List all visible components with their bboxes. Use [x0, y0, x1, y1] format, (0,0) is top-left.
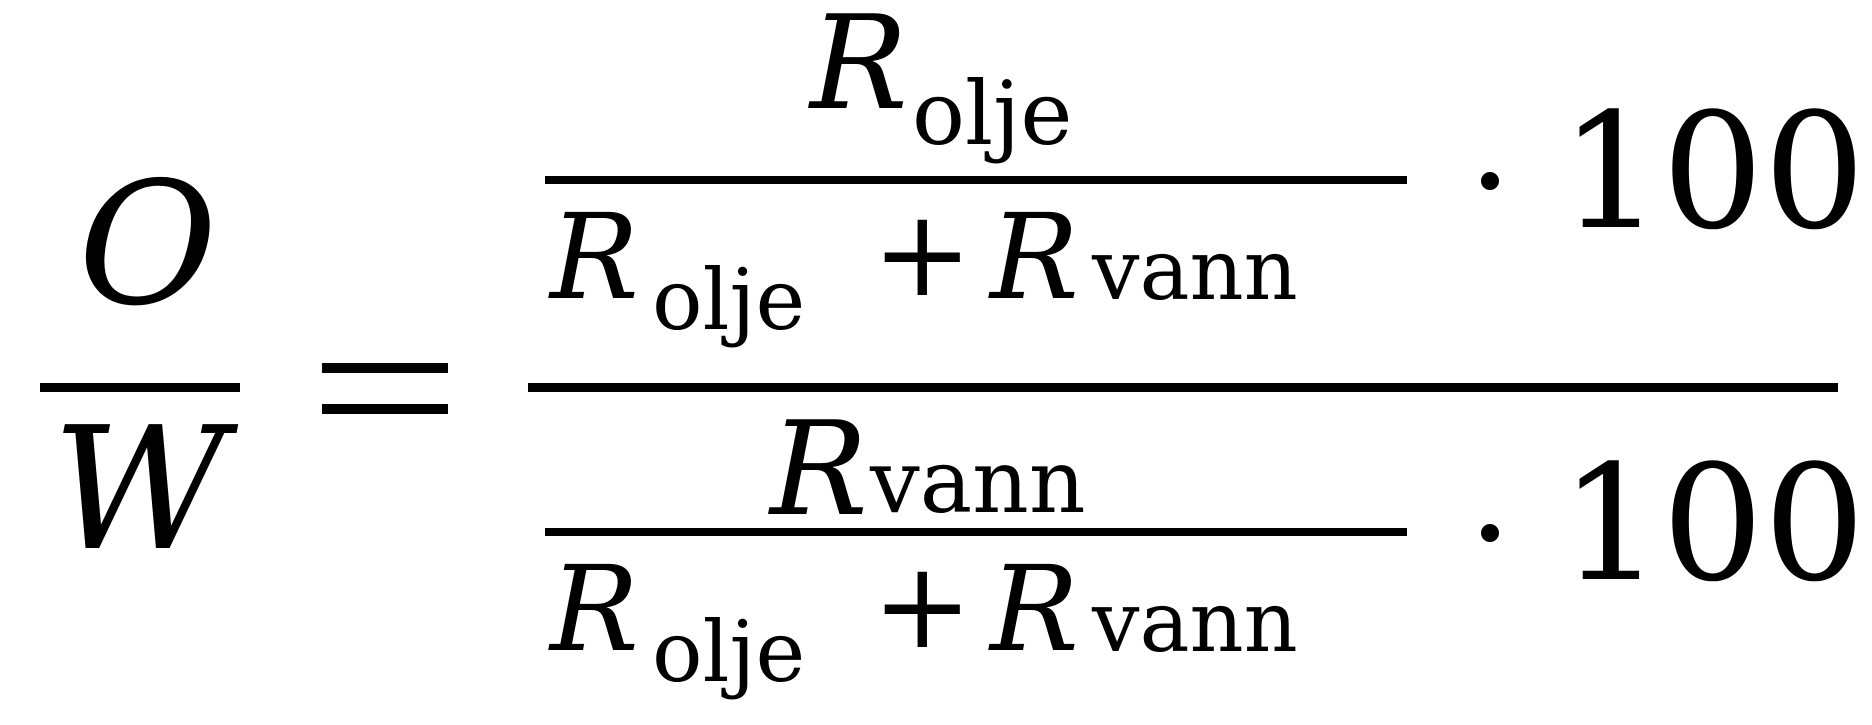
bottom-denominator-term2-symbol: R — [990, 540, 1079, 678]
bottom-numerator-subscript: vann — [870, 430, 1086, 533]
top-denominator-term2-symbol: R — [990, 188, 1079, 326]
bottom-denominator-term2-subscript: vann — [1092, 573, 1298, 671]
top-denominator-plus: + — [872, 185, 973, 324]
top-denominator-term1-symbol: R — [550, 188, 639, 326]
lhs-numerator: O — [78, 146, 218, 344]
top-numerator-symbol: R — [810, 0, 908, 139]
bottom-denominator-term1-symbol: R — [550, 540, 639, 678]
bottom-denominator-plus: + — [872, 537, 973, 676]
lhs-fraction-rule — [40, 383, 240, 392]
bottom-multiplier: 100 — [1560, 430, 1866, 617]
bottom-inner-fraction-rule — [545, 528, 1407, 536]
top-multiplication-dot — [1481, 172, 1499, 190]
bottom-numerator-symbol: R — [770, 393, 868, 545]
top-denominator-term2-subscript: vann — [1092, 221, 1298, 319]
main-fraction-rule — [528, 383, 1838, 392]
top-denominator-term1-subscript: olje — [652, 251, 806, 349]
bottom-denominator-term1-subscript: olje — [652, 603, 806, 701]
top-numerator-subscript: olje — [912, 62, 1073, 165]
lhs-denominator: W — [52, 391, 227, 589]
top-inner-fraction-rule — [545, 176, 1407, 184]
equals-sign-bottom-bar — [322, 404, 448, 414]
equals-sign-top-bar — [322, 363, 448, 373]
bottom-multiplication-dot — [1481, 524, 1499, 542]
top-multiplier: 100 — [1560, 78, 1866, 265]
